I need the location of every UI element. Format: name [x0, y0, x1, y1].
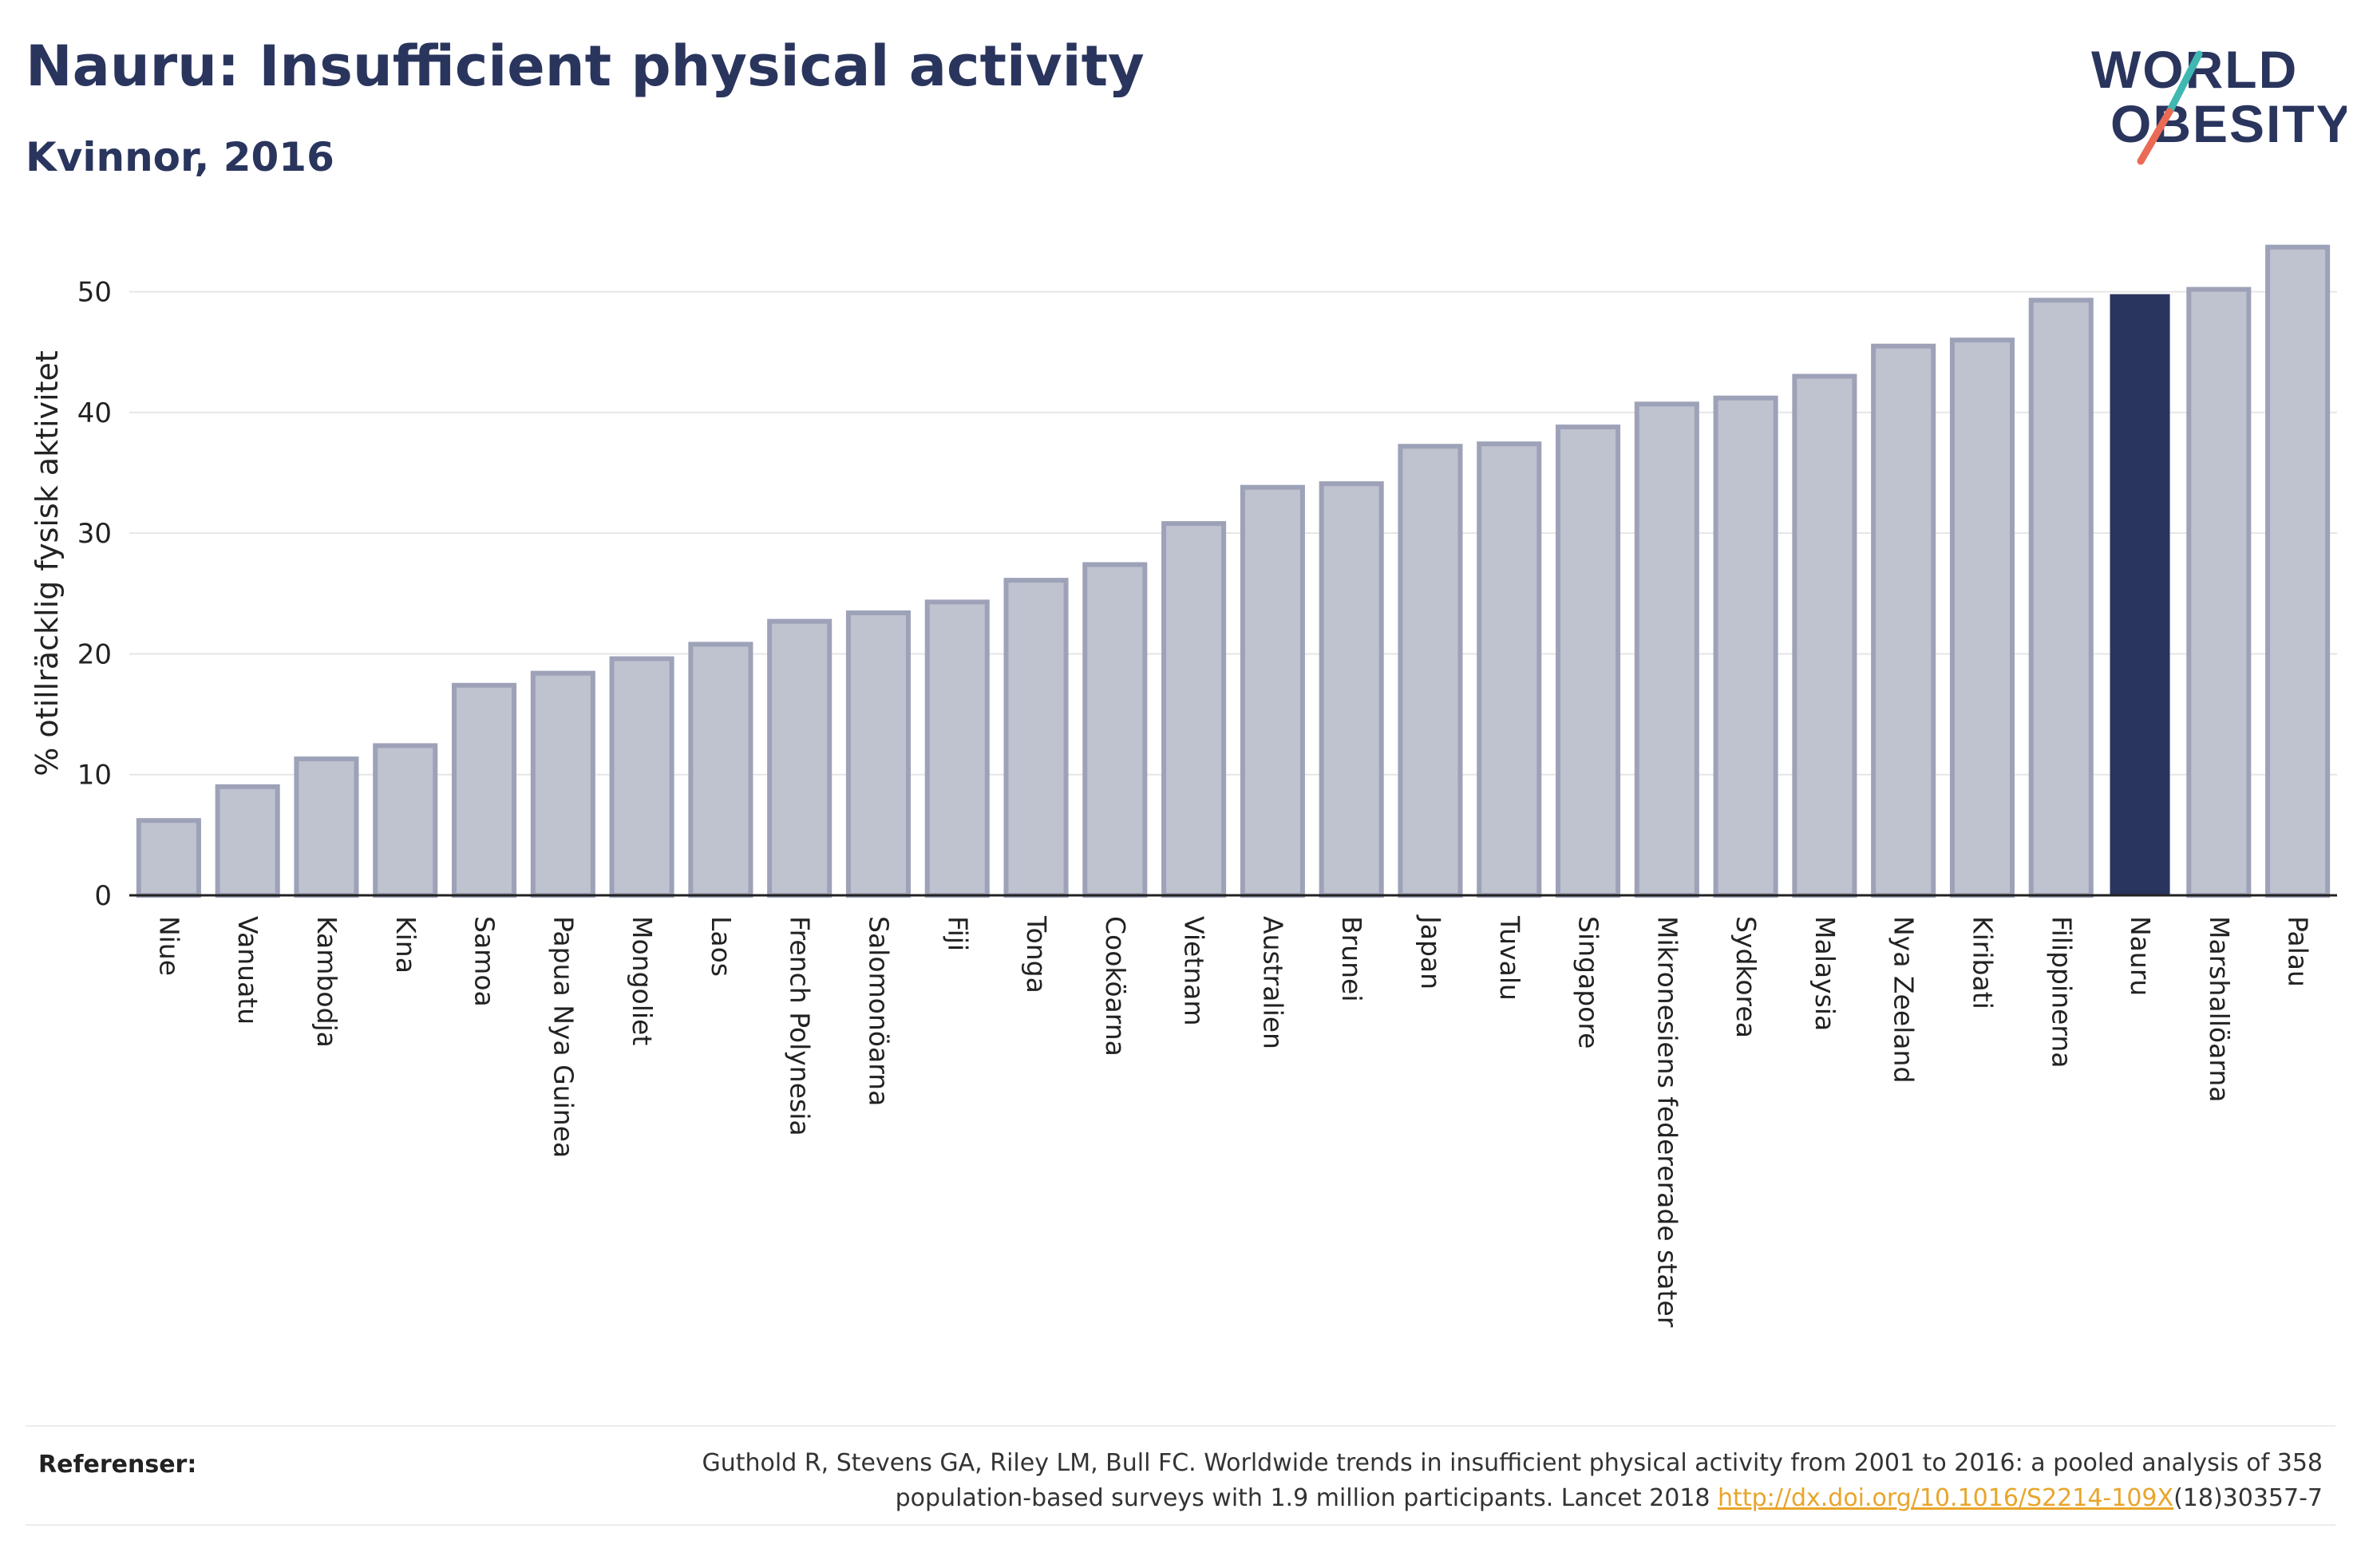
x-tick-label: Kina [390, 916, 421, 974]
bar [2186, 286, 2252, 898]
y-axis-label: % otillräcklig fysisk aktivitet [30, 350, 65, 776]
x-tick-label: Cooköarna [1100, 916, 1131, 1057]
reference-divider-top [26, 1425, 2335, 1427]
chart-subtitle: Kvinnor, 2016 [26, 134, 334, 180]
bar [1319, 481, 1384, 898]
y-tick-label: 20 [77, 638, 112, 670]
y-tick-label: 30 [77, 518, 112, 550]
x-tick-label: Tuvalu [1494, 915, 1525, 1001]
bar [688, 642, 753, 898]
bar [845, 610, 912, 898]
y-tick-label: 40 [77, 397, 112, 429]
bar [1161, 521, 1227, 899]
x-tick-label: Japan [1415, 914, 1446, 989]
bar-chart: 0 10 20 30 40 50 % otillräcklig fysisk aktivit… [30, 244, 2337, 1328]
x-tick-label: Laos [706, 916, 737, 977]
bar [1003, 578, 1069, 898]
reference-doi-suffix: (18)30357-7 [2173, 1484, 2323, 1512]
reference-divider-bottom [26, 1524, 2335, 1526]
bar [373, 743, 438, 898]
bar [1555, 425, 1621, 898]
x-tick-label: Singapore [1573, 916, 1604, 1049]
bar [1634, 401, 1699, 898]
x-tick-label: Filippinerna [2046, 916, 2077, 1068]
bar [451, 682, 517, 898]
y-tick-label: 0 [94, 880, 112, 912]
references-text: Guthold R, Stevens GA, Riley LM, Bull FC… [407, 1446, 2323, 1516]
x-tick-label: French Polynesia [785, 916, 816, 1136]
x-tick-label: Tonga [1021, 915, 1052, 993]
bar [767, 618, 832, 898]
bar [1713, 395, 1778, 899]
bar [1792, 373, 1857, 898]
bar [2028, 298, 2094, 898]
bar [1082, 562, 1148, 899]
bar [1398, 444, 1463, 898]
x-tick-label: Kiribati [1967, 916, 1998, 1009]
reference-line2: population-based surveys with 1.9 millio… [895, 1484, 1710, 1512]
y-tick-label: 10 [77, 760, 112, 792]
references-label: Referenser: [38, 1451, 197, 1479]
bar-highlight [2110, 294, 2170, 895]
x-tick-label: Marshallöarna [2204, 916, 2235, 1102]
bar [136, 818, 201, 899]
x-tick-label: Malaysia [1809, 916, 1841, 1031]
logo-slash-coral [2137, 108, 2173, 165]
x-tick-label: Mikronesiens federerade stater [1651, 916, 1683, 1328]
bar [1871, 343, 1936, 898]
bar [1949, 338, 2015, 898]
bar [2265, 244, 2331, 898]
x-tick-label: Vanuatu [232, 916, 263, 1025]
x-tick-label: Nya Zeeland [1888, 916, 1920, 1083]
x-tick-label: Vietnam [1179, 916, 1210, 1026]
reference-line1: Guthold R, Stevens GA, Riley LM, Bull FC… [702, 1449, 2323, 1477]
x-tick-label: Mongoliet [627, 916, 658, 1045]
bar [530, 670, 595, 899]
x-tick-label: Samoa [469, 916, 500, 1007]
x-tick-label: Niue [153, 916, 184, 976]
bar [924, 599, 990, 898]
x-tick-label: Papua Nya Guinea [548, 916, 579, 1158]
x-tick-label: Kambodja [311, 916, 342, 1048]
chart-title: Nauru: Insufficient physical activity [26, 34, 1145, 99]
reference-doi-link[interactable]: http://dx.doi.org/10.1016/S2214-109X [1718, 1484, 2174, 1512]
bar [1240, 484, 1305, 898]
x-tick-label: Palau [2283, 916, 2314, 987]
bar [1477, 441, 1542, 898]
x-tick-label: Fiji [942, 916, 973, 951]
bar [609, 656, 674, 898]
x-tick-label: Australien [1257, 916, 1288, 1049]
x-tick-label: Brunei [1336, 916, 1367, 1002]
y-tick-label: 50 [77, 277, 112, 309]
x-tick-label: Sydkorea [1730, 916, 1762, 1038]
bar [215, 784, 280, 899]
world-obesity-logo: WORLD OBESITY [2091, 40, 2347, 165]
bar [294, 756, 359, 899]
x-tick-label: Salomonöarna [863, 916, 894, 1106]
x-tick-label: Nauru [2125, 916, 2156, 996]
logo-slash-teal [2165, 50, 2203, 116]
